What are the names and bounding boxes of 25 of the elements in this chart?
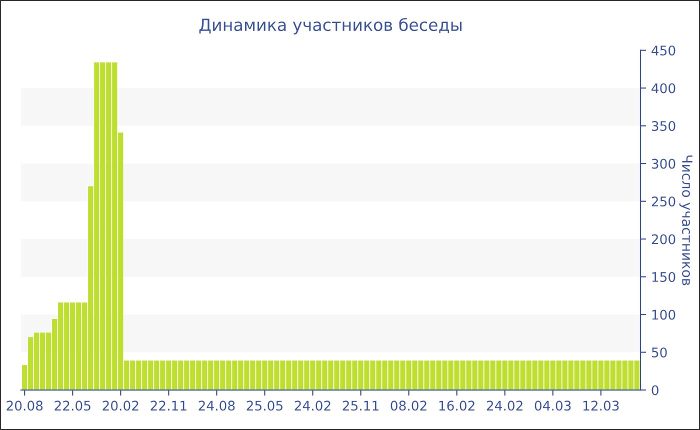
- x-tick-label: 24.02: [486, 400, 522, 411]
- x-tick-label: 12.03: [583, 400, 619, 411]
- x-tick-label: 22.05: [54, 400, 90, 411]
- y-tick-label: 350: [652, 121, 676, 131]
- y-tick-label: 300: [652, 158, 676, 169]
- y-tick-label: 100: [652, 310, 676, 320]
- x-tick-label: 25.05: [246, 400, 282, 411]
- y-tick-label: 150: [652, 272, 676, 282]
- y-tick-label: 0: [652, 385, 658, 396]
- y-tick-label: 200: [652, 234, 676, 244]
- x-tick-label: 16.02: [439, 400, 474, 411]
- x-tick-label: 08.02: [390, 400, 426, 411]
- x-tick-label: 25.11: [342, 400, 378, 411]
- x-tick-label: 22.11: [150, 400, 186, 410]
- chart-title: Динамика участников беседы: [199, 18, 462, 34]
- x-tick-label: 24.08: [198, 400, 235, 411]
- x-tick-label: 20.08: [6, 400, 43, 411]
- x-tick-label: 04.03: [534, 400, 571, 411]
- x-tick-label: 20.02: [102, 400, 138, 411]
- y-tick-label: 450: [652, 46, 676, 56]
- y-tick-label: 400: [652, 83, 676, 94]
- y-tick-label: 50: [652, 347, 667, 358]
- y-tick-label: 250: [652, 196, 676, 206]
- x-tick-label: 24.02: [294, 400, 330, 411]
- y-axis-title: Число участников: [679, 155, 692, 286]
